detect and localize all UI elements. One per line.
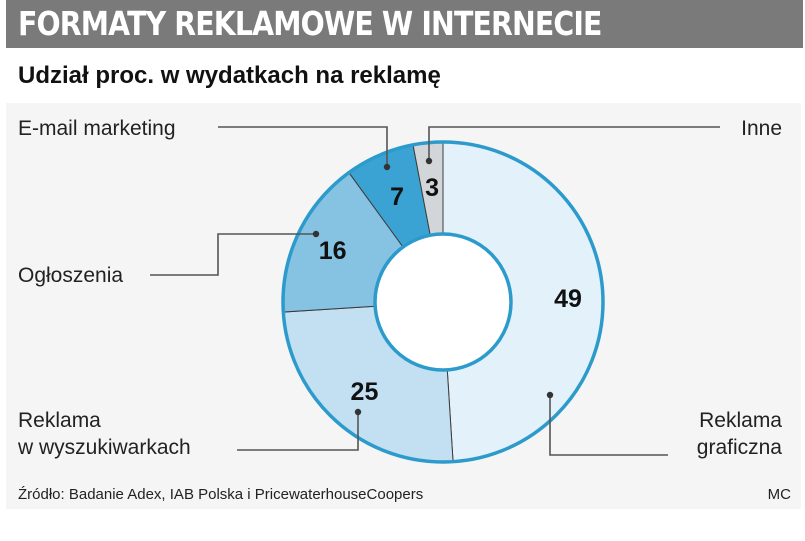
leader-line-2 [150, 233, 316, 276]
donut-hole [373, 232, 513, 372]
data-label-0: 49 [554, 285, 582, 313]
leader-line-3 [218, 126, 388, 167]
data-label-4: 3 [425, 174, 439, 202]
author-credit: MC [767, 486, 791, 503]
data-label-3: 7 [390, 183, 404, 211]
leader-line-1 [237, 412, 359, 451]
leader-line-0 [549, 395, 668, 456]
category-label-3: E-mail marketing [18, 117, 176, 140]
header-bar: FORMATY REKLAMOWE W INTERNECIE [6, 0, 803, 48]
category-label-1: Reklama w wyszukiwarkach [17, 409, 191, 459]
leader-dot-1 [354, 408, 362, 416]
source-note: Źródło: Badanie Adex, IAB Polska i Price… [18, 486, 424, 503]
data-label-2: 16 [319, 237, 347, 265]
leader-line-4 [428, 126, 720, 161]
category-label-0: Reklama graficzna [697, 409, 783, 459]
category-label-4: Inne [741, 117, 782, 140]
leader-dot-2 [312, 230, 320, 238]
category-label-2: Ogłoszenia [18, 264, 123, 287]
donut-outer-ring [281, 140, 605, 464]
chart-title: Udział proc. w wydatkach na reklamę [18, 62, 441, 89]
leader-dot-4 [425, 157, 433, 165]
page-title: FORMATY REKLAMOWE W INTERNECIE [18, 4, 602, 43]
leader-dot-3 [383, 163, 391, 171]
data-label-1: 25 [351, 378, 379, 406]
leader-dot-0 [546, 391, 554, 399]
